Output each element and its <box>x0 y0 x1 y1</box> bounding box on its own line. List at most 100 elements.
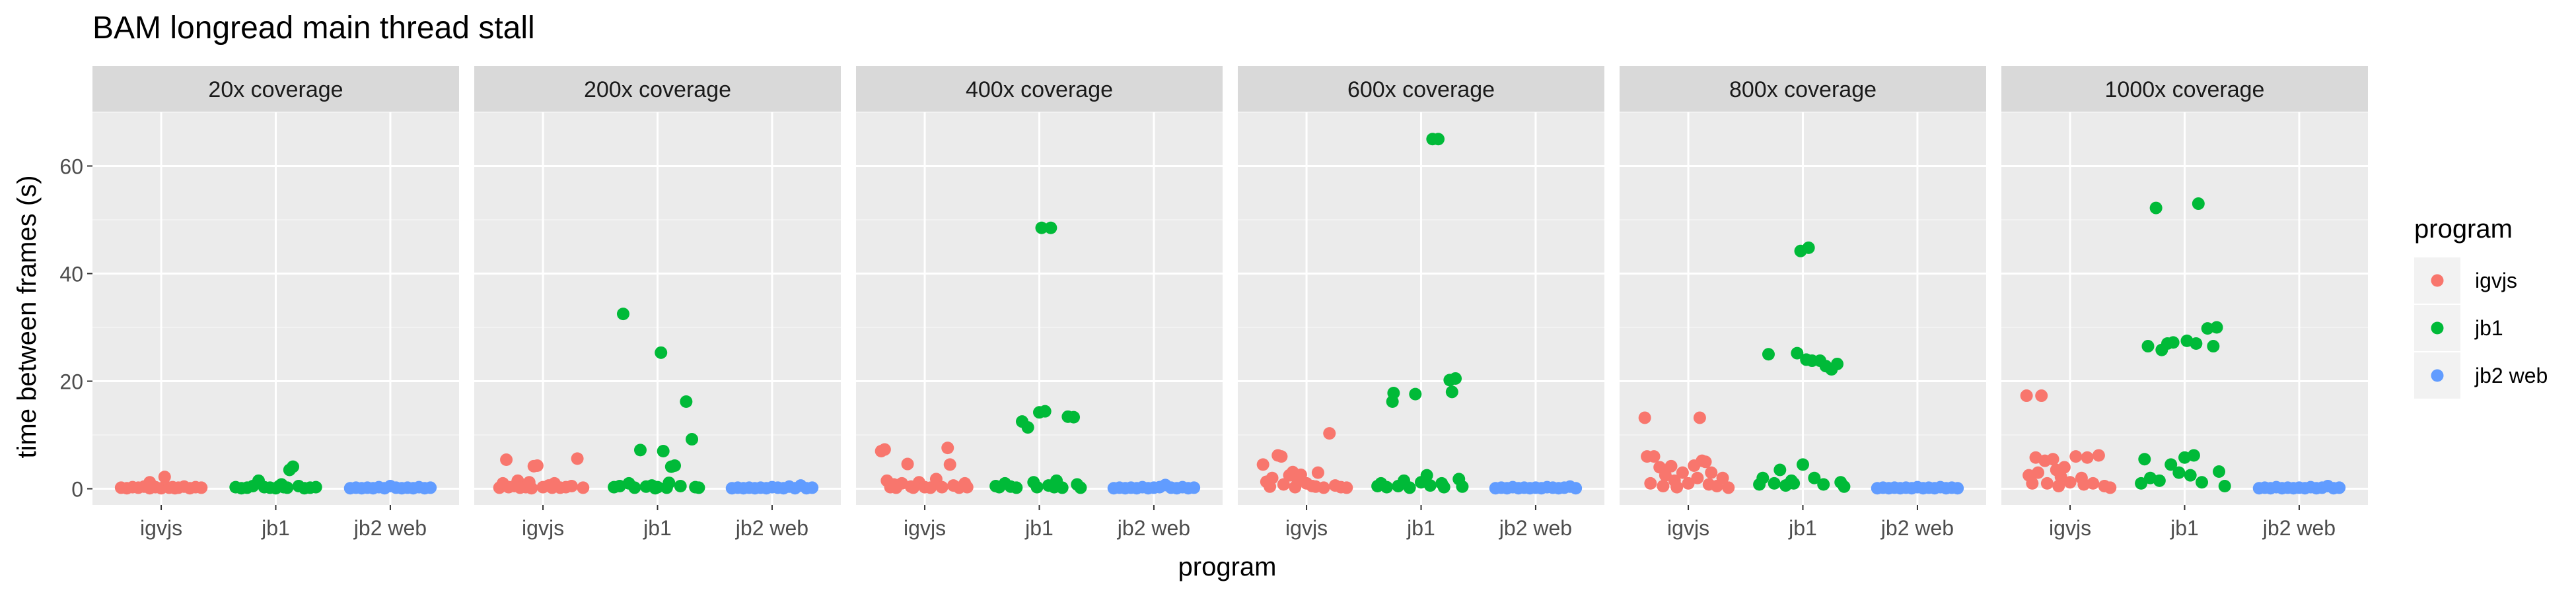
data-point-jb1 <box>1817 478 1830 491</box>
data-point-jb1 <box>1409 387 1422 401</box>
data-point-jb1 <box>1380 480 1393 494</box>
data-point-jb1 <box>1021 421 1034 434</box>
data-point-igvjs <box>1256 458 1270 471</box>
data-point-jb1 <box>2141 340 2155 353</box>
data-point-jb2-web <box>806 481 819 494</box>
data-point-jb1 <box>2184 469 2197 482</box>
data-point-igvjs <box>1309 480 1322 493</box>
data-point-jb1 <box>674 479 687 492</box>
data-point-igvjs <box>143 482 157 495</box>
data-point-igvjs <box>2046 453 2059 466</box>
x-tick-label: jb1 <box>1024 516 1054 540</box>
data-point-igvjs <box>1682 477 1695 490</box>
data-point-igvjs <box>2063 476 2077 489</box>
data-point-igvjs <box>2020 389 2033 403</box>
data-point-igvjs <box>571 452 584 465</box>
data-point-jb1 <box>2192 197 2205 211</box>
data-point-jb1 <box>2207 340 2220 353</box>
data-point-igvjs <box>941 442 954 455</box>
data-point-igvjs <box>1693 411 1706 424</box>
legend-swatch <box>2431 369 2444 382</box>
x-tick-label: jb2 web <box>353 516 427 540</box>
data-point-igvjs <box>168 482 182 495</box>
data-point-jb1 <box>1067 411 1081 424</box>
legend-swatch <box>2431 321 2444 335</box>
y-tick-label: 0 <box>71 478 83 502</box>
data-point-jb1 <box>309 480 322 494</box>
data-point-igvjs <box>195 481 208 494</box>
data-point-jb1 <box>1432 133 1445 146</box>
data-point-jb1 <box>668 459 682 472</box>
data-point-igvjs <box>2092 449 2105 462</box>
data-point-jb2-web <box>424 481 437 494</box>
y-tick-label: 20 <box>59 370 83 394</box>
facet-strip <box>474 66 841 112</box>
facet-strip-label: 20x coverage <box>208 77 343 102</box>
data-point-igvjs <box>500 453 513 467</box>
data-point-igvjs <box>935 480 948 494</box>
facet-panel-200x-coverage: 200x coverage igvjs jb1 jb2 web <box>474 66 841 540</box>
facet-strip-label: 200x coverage <box>584 77 731 102</box>
y-tick-label: 40 <box>59 263 83 286</box>
data-point-jb1 <box>2135 477 2148 490</box>
data-point-jb1 <box>1038 405 1052 418</box>
chart-title: BAM longread main thread stall <box>92 11 535 46</box>
data-point-jb1 <box>1768 477 1781 490</box>
data-point-jb1 <box>2166 336 2180 349</box>
legend: program igvjs jb1 jb2 web <box>2414 214 2548 399</box>
data-point-jb1 <box>1838 480 1851 493</box>
x-tick-label: jb1 <box>643 516 672 540</box>
x-axis-title: program <box>1178 552 1277 581</box>
data-point-jb1 <box>1787 477 1801 490</box>
data-point-jb1 <box>2190 337 2203 350</box>
data-point-jb1 <box>1437 480 1450 494</box>
data-point-igvjs <box>1644 477 1657 490</box>
data-point-igvjs <box>2032 466 2044 479</box>
facet-panel-600x-coverage: 600x coverage igvjs jb1 jb2 web <box>1238 66 1604 540</box>
x-tick-label: jb1 <box>1406 516 1435 540</box>
data-point-jb1 <box>686 433 699 446</box>
data-point-jb1 <box>2153 474 2166 487</box>
legend-item-jb2-web: jb2 web <box>2414 352 2548 399</box>
x-tick-label: jb2 web <box>1117 516 1190 540</box>
facet-strip <box>2001 66 2368 112</box>
x-tick-label: igvjs <box>1667 516 1709 540</box>
data-point-igvjs <box>2057 461 2071 474</box>
data-point-igvjs <box>1664 459 1678 473</box>
data-point-jb1 <box>287 460 300 473</box>
data-point-igvjs <box>158 471 171 484</box>
x-tick-label: jb1 <box>1788 516 1817 540</box>
data-point-jb1 <box>1831 357 1844 370</box>
data-point-igvjs <box>1340 481 1353 494</box>
data-point-jb1 <box>660 481 673 494</box>
legend-title: program <box>2414 214 2513 244</box>
x-tick-label: jb1 <box>261 516 290 540</box>
data-point-igvjs <box>943 458 956 471</box>
x-tick-label: jb1 <box>2170 516 2199 540</box>
data-point-jb1 <box>649 482 662 495</box>
data-point-igvjs <box>525 482 538 495</box>
facet-panel-800x-coverage: 800x coverage igvjs jb1 jb2 web <box>1620 66 1986 540</box>
data-point-jb1 <box>1035 221 1048 234</box>
data-point-igvjs <box>565 479 578 492</box>
legend-label: igvjs <box>2475 269 2517 292</box>
data-point-jb1 <box>1403 481 1416 494</box>
legend-swatch <box>2431 274 2444 287</box>
x-tick-label: igvjs <box>904 516 946 540</box>
data-point-jb1 <box>657 444 670 457</box>
x-tick-label: jb2 web <box>735 516 808 540</box>
y-axis-title: time between frames (s) <box>13 175 42 458</box>
data-point-jb1 <box>1055 481 1069 494</box>
data-point-jb1 <box>633 444 647 457</box>
legend-label: jb2 web <box>2474 364 2548 387</box>
data-point-jb1 <box>1802 241 1815 254</box>
data-point-igvjs <box>1638 411 1651 424</box>
data-point-jb1 <box>1445 385 1458 399</box>
data-point-igvjs <box>1722 481 1735 494</box>
data-point-igvjs <box>2104 481 2117 494</box>
data-point-igvjs <box>2026 477 2039 490</box>
data-point-igvjs <box>1691 471 1704 484</box>
x-tick-label: igvjs <box>522 516 564 540</box>
data-point-igvjs <box>1670 480 1684 494</box>
